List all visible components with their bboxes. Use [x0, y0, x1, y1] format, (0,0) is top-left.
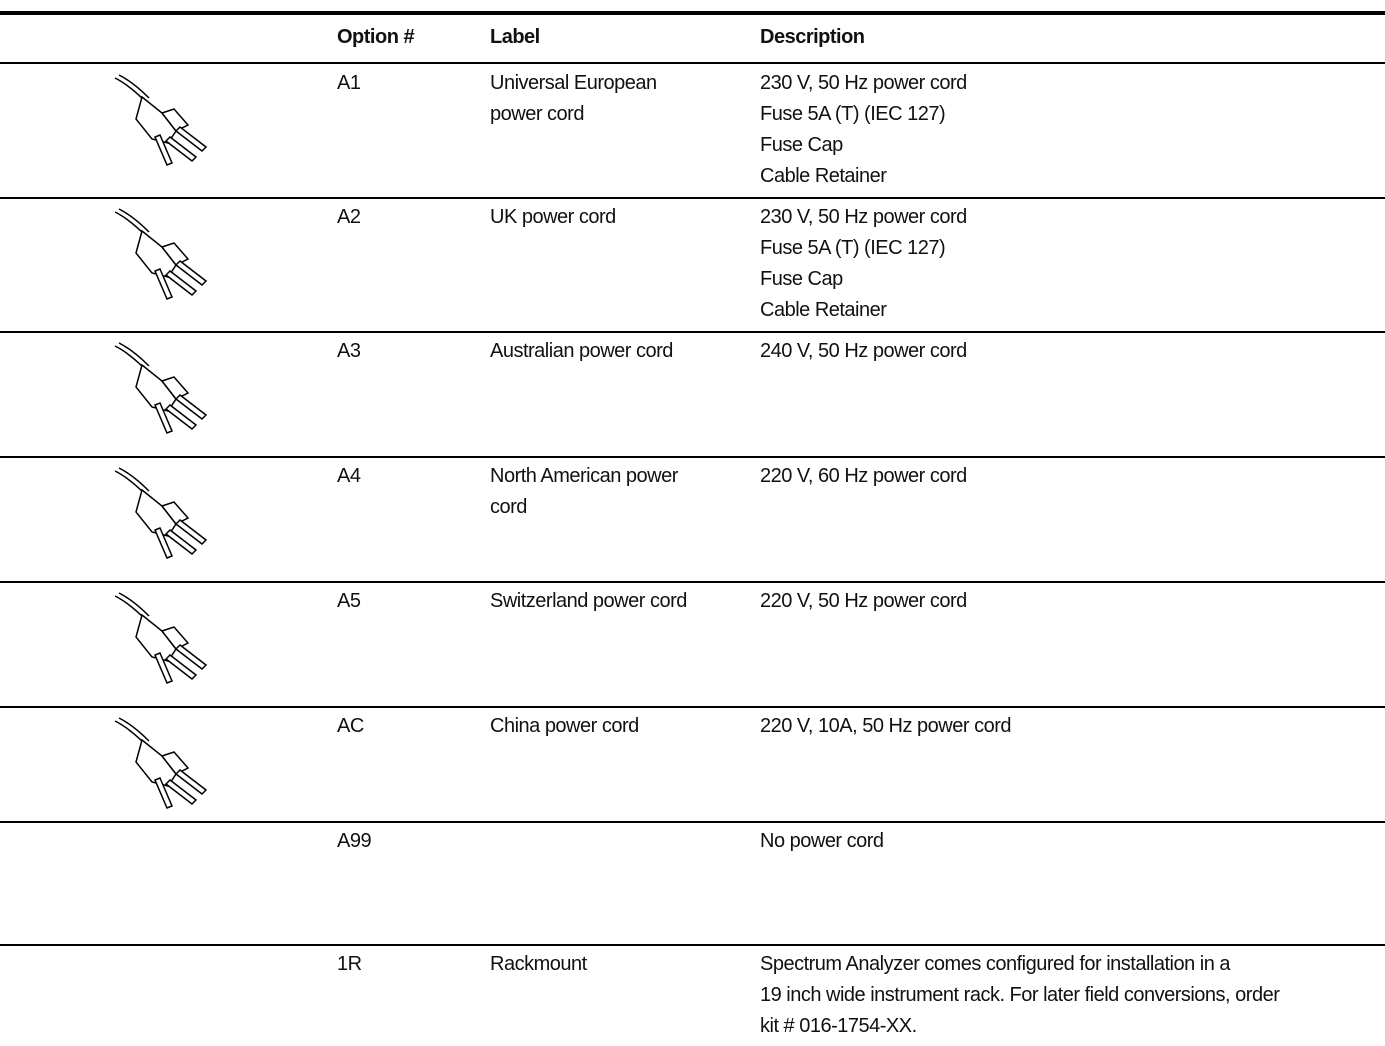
description-line: 220 V, 60 Hz power cord: [760, 465, 967, 487]
row-rule: [0, 456, 1385, 458]
description-line: 19 inch wide instrument rack. For later …: [760, 984, 1280, 1006]
option: A1: [337, 72, 361, 94]
label-line: power cord: [490, 103, 584, 125]
option: A5: [337, 590, 361, 612]
description-line: Fuse 5A (T) (IEC 127): [760, 237, 946, 259]
header-cell: Description: [760, 26, 865, 48]
option: A4: [337, 465, 361, 487]
label-line: Switzerland power cord: [490, 590, 687, 612]
option: AC: [337, 715, 364, 737]
description-line: kit # 016-1754-XX.: [760, 1015, 917, 1037]
header-rule: [0, 62, 1385, 64]
row-rule: [0, 706, 1385, 708]
row-rule: [0, 821, 1385, 823]
plug-icon: [114, 342, 207, 434]
description-line: Spectrum Analyzer comes configured for i…: [760, 953, 1231, 975]
description-line: Fuse Cap: [760, 268, 843, 290]
label-line: UK power cord: [490, 206, 616, 228]
row-rule: [0, 331, 1385, 333]
row-rule: [0, 197, 1385, 199]
label-line: China power cord: [490, 715, 639, 737]
description-line: 240 V, 50 Hz power cord: [760, 340, 967, 362]
label-line: Australian power cord: [490, 340, 673, 362]
row-rule: [0, 581, 1385, 583]
description-line: 230 V, 50 Hz power cord: [760, 206, 967, 228]
header-cell: Option #: [337, 26, 415, 48]
label-line: Universal European: [490, 72, 657, 94]
description-line: Fuse Cap: [760, 134, 843, 156]
row-rule: [0, 944, 1385, 946]
plug-icon: [114, 717, 207, 809]
plug-icon: [114, 467, 207, 559]
description-line: Fuse 5A (T) (IEC 127): [760, 103, 946, 125]
top-rule: [0, 11, 1385, 15]
description-line: 220 V, 10A, 50 Hz power cord: [760, 715, 1011, 737]
plug-icon: [114, 74, 207, 166]
description-line: Cable Retainer: [760, 165, 887, 187]
option: A3: [337, 340, 361, 362]
option: A2: [337, 206, 361, 228]
description-line: 220 V, 50 Hz power cord: [760, 590, 967, 612]
option: A99: [337, 830, 372, 852]
description-line: Cable Retainer: [760, 299, 887, 321]
label-line: cord: [490, 496, 527, 518]
header-cell: Label: [490, 26, 540, 48]
label-line: Rackmount: [490, 953, 587, 975]
plug-icon: [114, 208, 207, 300]
option: 1R: [337, 953, 362, 975]
description-line: No power cord: [760, 830, 884, 852]
label-line: North American power: [490, 465, 678, 487]
description-line: 230 V, 50 Hz power cord: [760, 72, 967, 94]
plug-icon: [114, 592, 207, 684]
